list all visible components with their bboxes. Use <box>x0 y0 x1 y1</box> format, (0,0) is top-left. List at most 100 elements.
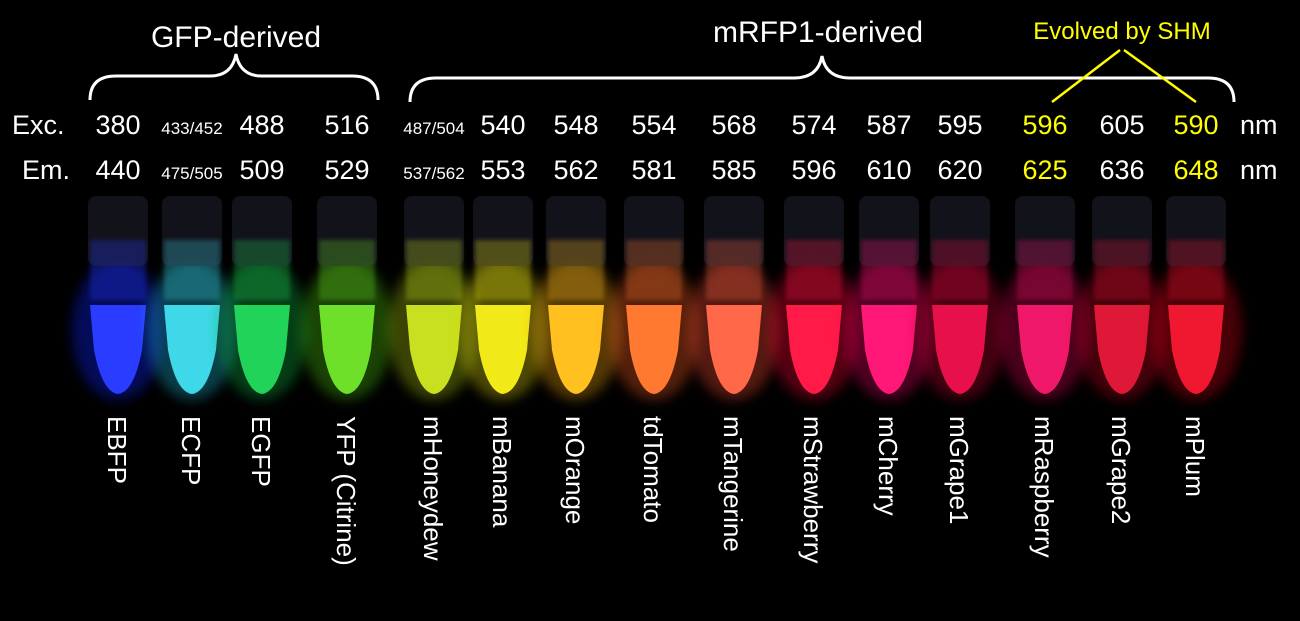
emission-value: 581 <box>631 155 676 185</box>
tube-fluid <box>475 305 531 394</box>
tube-upper-fluid <box>234 240 290 300</box>
excitation-value: 595 <box>937 110 982 140</box>
emission-value: 537/562 <box>403 164 464 183</box>
excitation-value: 587 <box>866 110 911 140</box>
tube-fluid <box>90 305 146 394</box>
tube-fluid <box>786 305 842 394</box>
mrfp-group-label: mRFP1-derived <box>713 16 923 49</box>
tube-fluid <box>626 305 682 394</box>
tube-upper-fluid <box>548 240 604 300</box>
tube-ebfp <box>72 196 164 400</box>
excitation-value: 487/504 <box>403 119 464 138</box>
excitation-value: 488 <box>239 110 284 140</box>
protein-name-morange: mOrange <box>560 416 590 524</box>
tube-fluid <box>319 305 375 394</box>
tube-upper-fluid <box>786 240 842 300</box>
excitation-value: 596 <box>1022 110 1067 140</box>
emission-value: 562 <box>553 155 598 185</box>
emission-value: 620 <box>937 155 982 185</box>
emission-value: 529 <box>324 155 369 185</box>
tube-fluid <box>932 305 988 394</box>
excitation-value: 605 <box>1099 110 1144 140</box>
tube-row <box>72 196 1242 400</box>
tube-mhoneydew <box>388 196 480 400</box>
shm-group-label: Evolved by SHM <box>1033 18 1210 45</box>
excitation-value: 540 <box>480 110 525 140</box>
tube-fluid <box>706 305 762 394</box>
protein-names: EBFP ECFP EGFP YFP (Citrine) mHoneydew mBanan… <box>102 416 1210 566</box>
tube-yfp-citrine <box>301 196 393 400</box>
protein-name-mstrawberry: mStrawberry <box>798 416 828 563</box>
emission-value: 636 <box>1099 155 1144 185</box>
tube-mstrawberry <box>768 196 860 400</box>
protein-name-mgrape2: mGrape2 <box>1106 416 1136 524</box>
protein-name-mbanana: mBanana <box>487 416 517 528</box>
excitation-row-label: Exc. <box>12 110 65 140</box>
emission-value: 509 <box>239 155 284 185</box>
tube-upper-fluid <box>406 240 462 300</box>
tube-fluid <box>1094 305 1150 394</box>
mrfp-brace <box>408 55 1236 103</box>
excitation-values: 380 433/452 488 516 487/504 540 548 554 568 574 58… <box>95 110 1218 140</box>
tube-fluid <box>406 305 462 394</box>
emission-row-label: Em. <box>22 155 70 185</box>
tube-upper-fluid <box>1168 240 1224 300</box>
excitation-value: 548 <box>553 110 598 140</box>
tube-mtangerine <box>688 196 780 400</box>
tube-upper-fluid <box>861 240 917 300</box>
excitation-value: 380 <box>95 110 140 140</box>
tube-mplum <box>1150 196 1242 400</box>
tube-upper-fluid <box>706 240 762 300</box>
excitation-value: 516 <box>324 110 369 140</box>
emission-value: 553 <box>480 155 525 185</box>
protein-name-mhoneydew: mHoneydew <box>418 416 448 561</box>
shm-pointer-left <box>1051 49 1121 103</box>
excitation-value: 574 <box>791 110 836 140</box>
tube-tdtomato <box>608 196 700 400</box>
tube-mcherry <box>843 196 935 400</box>
tube-upper-fluid <box>164 240 220 300</box>
emission-value: 440 <box>95 155 140 185</box>
emission-values: 440 475/505 509 529 537/562 553 562 581 585 596 61… <box>95 155 1218 185</box>
tube-mgrape1 <box>914 196 1006 400</box>
emission-value: 648 <box>1173 155 1218 185</box>
gfp-brace <box>88 53 380 101</box>
tube-upper-fluid <box>626 240 682 300</box>
emission-unit: nm <box>1240 155 1278 185</box>
protein-name-mplum: mPlum <box>1180 416 1210 497</box>
tube-upper-fluid <box>475 240 531 300</box>
tube-mbanana <box>457 196 549 400</box>
emission-value: 625 <box>1022 155 1067 185</box>
gfp-group-label: GFP-derived <box>151 21 321 54</box>
tube-fluid <box>1168 305 1224 394</box>
tube-mgrape2 <box>1076 196 1168 400</box>
tube-fluid <box>548 305 604 394</box>
excitation-value: 590 <box>1173 110 1218 140</box>
protein-name-egfp: EGFP <box>246 416 276 487</box>
tube-upper-fluid <box>932 240 988 300</box>
protein-name-mgrape1: mGrape1 <box>944 416 974 524</box>
protein-name-yfp-citrine: YFP (Citrine) <box>331 416 361 566</box>
tube-morange <box>530 196 622 400</box>
excitation-value: 568 <box>711 110 756 140</box>
excitation-value: 433/452 <box>161 119 222 138</box>
tube-upper-fluid <box>319 240 375 300</box>
emission-value: 585 <box>711 155 756 185</box>
emission-value: 475/505 <box>161 164 222 183</box>
shm-pointer-right <box>1123 48 1197 104</box>
tube-upper-fluid <box>1094 240 1150 300</box>
protein-name-mtangerine: mTangerine <box>718 416 748 552</box>
tube-fluid <box>1017 305 1073 394</box>
protein-name-tdtomato: tdTomato <box>638 416 668 523</box>
tube-upper-fluid <box>1017 240 1073 300</box>
excitation-value: 554 <box>631 110 676 140</box>
emission-value: 596 <box>791 155 836 185</box>
protein-name-ecfp: ECFP <box>176 416 206 485</box>
tube-fluid <box>164 305 220 394</box>
emission-value: 610 <box>866 155 911 185</box>
protein-name-ebfp: EBFP <box>102 416 132 484</box>
tube-mraspberry <box>999 196 1091 400</box>
tube-fluid <box>861 305 917 394</box>
